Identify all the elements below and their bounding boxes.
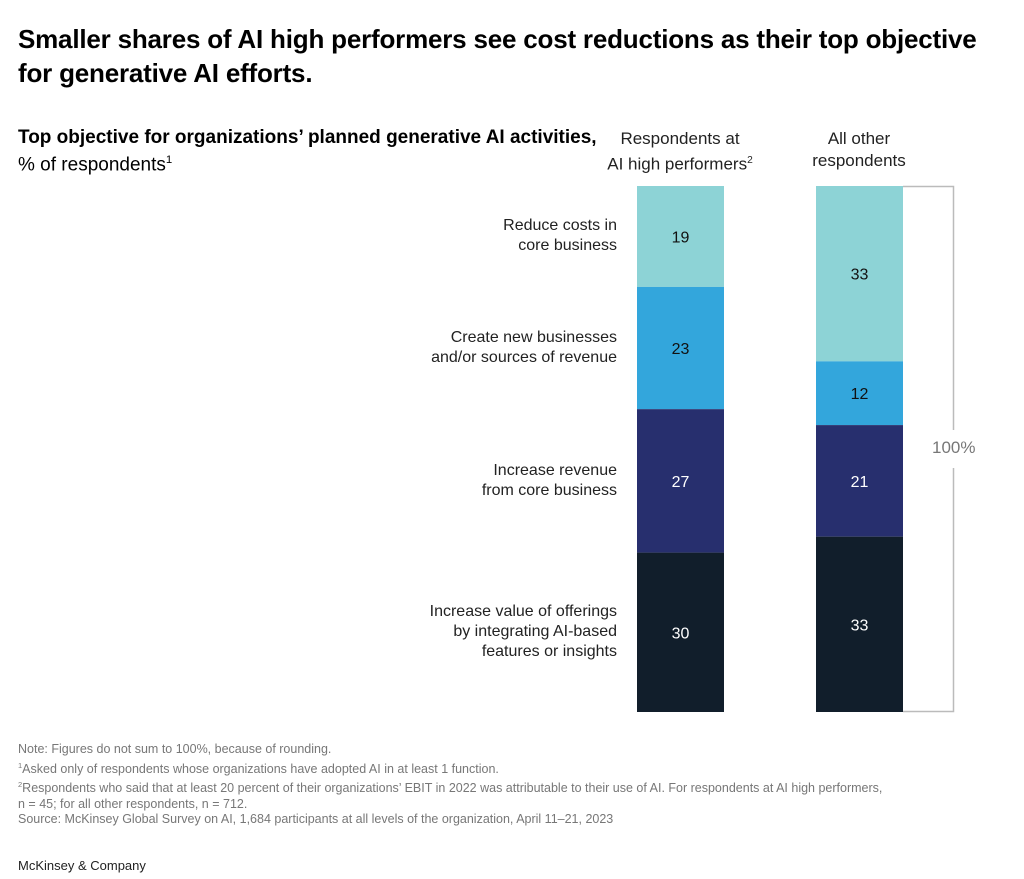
source: Source: McKinsey Global Survey on AI, 1,… [18,812,614,827]
bar-segment [637,409,724,553]
column-header-high-performers: Respondents at AI high performers2 [580,128,780,176]
category-label: Create new businesses and/or sources of r… [357,328,617,368]
data-label: 21 [851,474,869,491]
category-label-line: by integrating AI-based [453,623,617,641]
category-label-line: features or insights [481,643,617,661]
subtitle-bold: Top objective for organizations’ planned… [18,127,597,148]
data-label: 27 [672,474,690,491]
data-label: 12 [851,386,869,403]
brand-logo-text: McKinsey & Company [18,858,146,873]
chart-subtitle: Top objective for organizations’ planned… [18,126,597,176]
subtitle-unit: % of respondents [18,154,166,176]
chart-title: Smaller shares of AI high performers see… [18,24,977,88]
data-label: 33 [851,617,869,634]
category-label: Reduce costs in core business [357,216,617,256]
bar-segment [816,186,903,362]
data-label: 30 [672,625,690,642]
category-label-line: from core business [481,481,617,499]
footnotes: Note: Figures do not sum to 100%, becaus… [18,742,882,828]
bar-segment [637,186,724,287]
bar-segment [637,286,724,410]
column-header-line: Respondents at [620,129,740,148]
note: Note: Figures do not sum to 100%, becaus… [18,742,332,756]
data-label: 19 [672,229,690,246]
bar-segment [816,361,903,426]
category-label-line: Increase revenue [493,461,617,479]
footnote-1: 1Asked only of respondents whose organiz… [18,760,499,776]
category-label-line: Create new businesses [450,329,617,347]
category-label-line: Increase value of offerings [429,603,617,621]
data-label: 33 [851,267,869,284]
bar-segment [637,552,724,712]
column-header-line: All other [827,129,891,148]
category-label-line: and/or sources of revenue [431,349,617,367]
category-label: Increase revenue from core business [357,461,617,501]
bar-segment [816,536,903,712]
column-header-all-others: All other respondents [759,128,959,172]
bar-segment [816,425,903,537]
total-bracket [903,185,955,713]
category-label-line: Reduce costs in [503,217,617,235]
category-label: Increase value of offerings by integratin… [357,602,617,662]
footnote-2-cont: n = 45; for all other respondents, n = 7… [18,796,248,811]
category-label-line: core business [518,237,617,255]
column-header-line: AI high performers2 [607,154,753,174]
data-label: 23 [672,341,690,358]
subtitle-sup: 1 [165,154,173,166]
column-header-line: respondents [812,151,906,170]
footnote-2: 2Respondents who said that at least 20 p… [18,780,883,796]
total-bracket-label: 100% [932,438,976,457]
